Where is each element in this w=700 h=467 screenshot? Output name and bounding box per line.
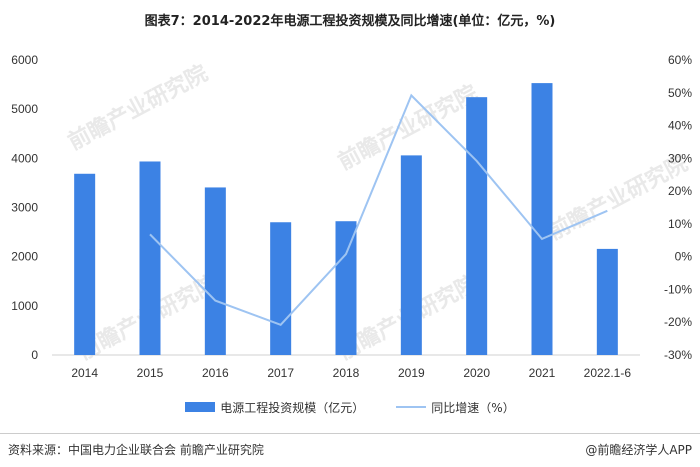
y-right-tick-label: 40% [668, 119, 692, 133]
bar [466, 97, 488, 356]
x-tick-label: 2015 [137, 366, 164, 380]
y-left-tick-label: 2000 [11, 250, 38, 264]
x-tick-label: 2021 [529, 366, 556, 380]
legend-label-investment: 电源工程投资规模（亿元） [220, 400, 365, 415]
chart-area: 2014 2015 2016 2017 2018 2019 2020 2021 2022.1-6… [11, 53, 693, 380]
chart-title: 图表7：2014-2022年电源工程投资规模及同比增速(单位：亿元，%) [144, 14, 556, 29]
bar [400, 155, 422, 355]
y-left-tick-label: 1000 [11, 299, 38, 313]
x-tick-label: 2022.1-6 [584, 366, 632, 380]
bar [204, 187, 226, 355]
y-right-tick-label: 50% [668, 86, 692, 100]
x-tick-label: 2017 [267, 366, 294, 380]
legend-line-swatch [396, 406, 427, 408]
legend-item-investment[interactable]: 电源工程投资规模（亿元） [185, 399, 364, 416]
y-left-tick-label: 3000 [11, 201, 38, 215]
y-right-tick-label: 20% [668, 184, 692, 198]
y-left-tick-label: 6000 [11, 53, 38, 67]
copyright-note: @前瞻经济学人APP [585, 443, 692, 457]
y-right-tick-label: 30% [668, 151, 692, 165]
bar [335, 221, 357, 355]
y-left-tick-label: 4000 [11, 151, 38, 165]
y-left-tick-label: 0 [31, 348, 38, 362]
bar [74, 173, 96, 355]
legend-label-growth: 同比增速（%） [431, 400, 515, 415]
bar [531, 83, 553, 355]
legend-item-growth[interactable]: 同比增速（%） [396, 399, 515, 416]
bar [596, 248, 618, 355]
footer-divider [0, 433, 700, 434]
x-tick-label: 2016 [202, 366, 229, 380]
x-tick-label: 2014 [71, 366, 98, 380]
x-tick-label: 2020 [463, 366, 490, 380]
x-tick-label: 2019 [398, 366, 425, 380]
y-right-tick-label: 10% [668, 217, 692, 231]
y-right-tick-label: -30% [664, 348, 692, 362]
y-right-tick-label: 0% [675, 250, 693, 264]
y-right-tick-label: 60% [668, 53, 692, 67]
bar [270, 222, 292, 355]
y-right-tick-label: -10% [664, 282, 692, 296]
legend: 电源工程投资规模（亿元） 同比增速（%） [0, 397, 700, 417]
x-tick-label: 2018 [333, 366, 360, 380]
bar [139, 161, 161, 355]
y-right-tick-label: -20% [664, 315, 692, 329]
legend-bar-swatch [185, 402, 216, 412]
y-left-tick-label: 5000 [11, 102, 38, 116]
source-note: 资料来源：中国电力企业联合会 前瞻产业研究院 [8, 443, 264, 457]
growth-line [149, 93, 608, 327]
